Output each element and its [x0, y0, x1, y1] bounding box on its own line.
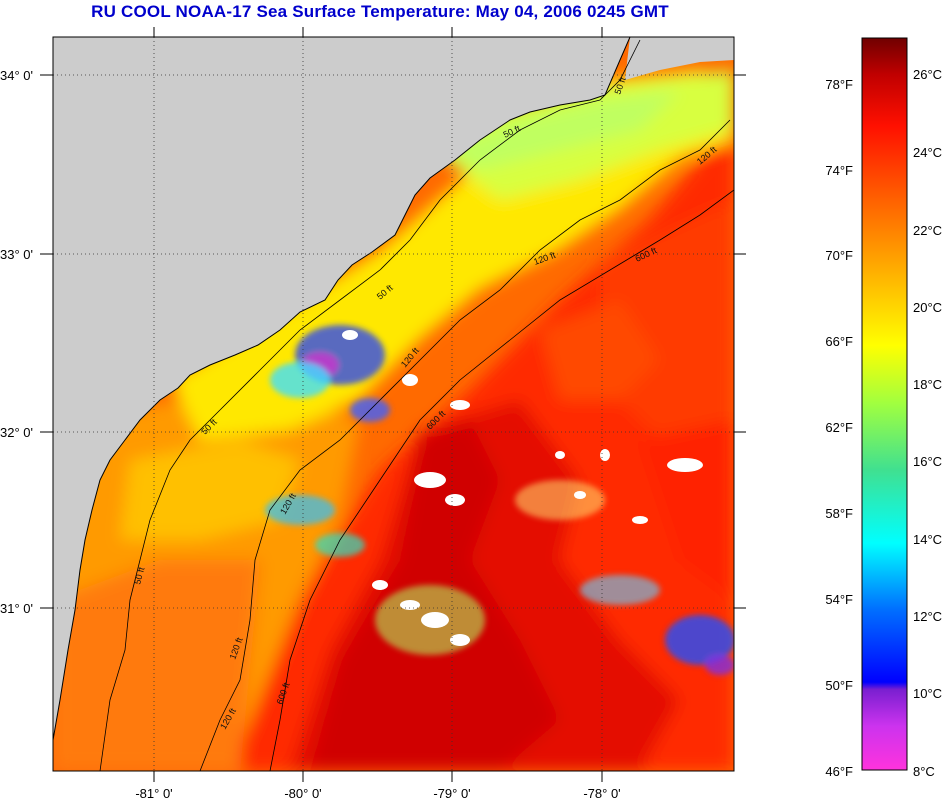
- colorbar-fahrenheit-labels: 78°F 74°F 70°F 66°F 62°F 58°F 54°F 50°F …: [825, 77, 853, 779]
- graticule: [53, 37, 734, 771]
- fahrenheit-label: 78°F: [825, 77, 853, 92]
- lat-labels: 34° 0' 33° 0' 32° 0' 31° 0': [0, 68, 33, 616]
- lat-label: 31° 0': [0, 601, 33, 616]
- contour-label: 50 ft: [132, 566, 146, 586]
- land-mass: [53, 37, 630, 740]
- celsius-label: 18°C: [913, 377, 942, 392]
- lon-label: -80° 0': [284, 786, 321, 801]
- celsius-label: 26°C: [913, 67, 942, 82]
- fahrenheit-label: 70°F: [825, 248, 853, 263]
- celsius-label: 20°C: [913, 300, 942, 315]
- lat-label: 33° 0': [0, 247, 33, 262]
- lat-label: 34° 0': [0, 68, 33, 83]
- celsius-label: 16°C: [913, 454, 942, 469]
- fahrenheit-label: 54°F: [825, 592, 853, 607]
- celsius-label: 22°C: [913, 223, 942, 238]
- contour-600ft: [269, 189, 734, 771]
- fahrenheit-label: 58°F: [825, 506, 853, 521]
- celsius-label: 14°C: [913, 532, 942, 547]
- map-title: RU COOL NOAA-17 Sea Surface Temperature:…: [91, 2, 669, 21]
- tick-marks: [40, 27, 746, 782]
- lon-label: -81° 0': [135, 786, 172, 801]
- lat-label: 32° 0': [0, 425, 33, 440]
- fahrenheit-label: 74°F: [825, 163, 853, 178]
- colorbar-celsius-labels: 26°C 24°C 22°C 20°C 18°C 16°C 14°C 12°C …: [913, 67, 942, 779]
- colorbar: [861, 37, 908, 771]
- cloud-white-spots: [342, 330, 703, 646]
- contour-120ft: [199, 119, 731, 771]
- celsius-label: 12°C: [913, 609, 942, 624]
- coastline: [53, 37, 631, 741]
- fahrenheit-label: 62°F: [825, 420, 853, 435]
- lon-labels: -81° 0' -80° 0' -79° 0' -78° 0': [135, 786, 620, 801]
- fahrenheit-label: 50°F: [825, 678, 853, 693]
- contour-50ft: [99, 39, 641, 771]
- bathymetry-contours: [99, 39, 734, 771]
- fahrenheit-label: 66°F: [825, 334, 853, 349]
- land-cape: [625, 37, 734, 80]
- lon-label: -78° 0': [583, 786, 620, 801]
- celsius-label: 8°C: [913, 764, 935, 779]
- lon-label: -79° 0': [433, 786, 470, 801]
- celsius-label: 24°C: [913, 145, 942, 160]
- map-border: [52, 36, 735, 772]
- fahrenheit-label: 46°F: [825, 764, 853, 779]
- celsius-label: 10°C: [913, 686, 942, 701]
- map-area: 50 ft 50 ft 50 ft 50 ft 50 ft 120 ft 120…: [53, 37, 734, 771]
